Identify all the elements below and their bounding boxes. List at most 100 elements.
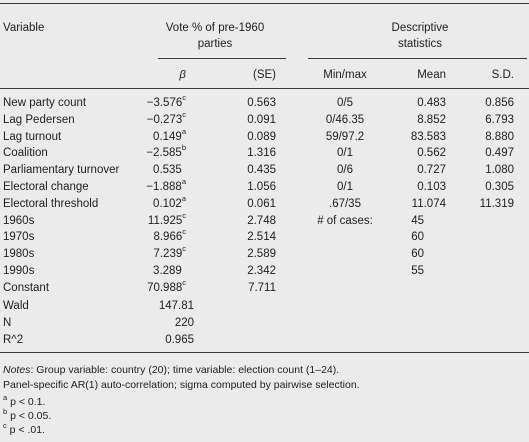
row-minmax: .67/35 <box>329 198 361 210</box>
row-minmax: 0/46.35 <box>325 114 365 126</box>
table-notes: Notes: Group variable: country (20); tim… <box>3 363 360 393</box>
row-beta: −3.576c <box>120 93 186 110</box>
row-se: 0.563 <box>247 97 276 109</box>
row-beta-value: 7.239 <box>153 248 183 260</box>
row-minmax: 0/1 <box>337 147 353 159</box>
row-se: 0.089 <box>247 131 276 143</box>
row-label: 1980s <box>3 248 35 260</box>
footnote-mark: a <box>3 392 8 402</box>
row-label: Parliamentary turnover <box>3 164 120 176</box>
significance-mark: c <box>182 211 186 221</box>
footnote-text: p < 0.05. <box>7 410 52 422</box>
row-beta-value: −3.576 <box>146 97 183 109</box>
row-sd: 11.319 <box>479 198 514 210</box>
row-beta-value: 11.925 <box>147 215 183 227</box>
significance-mark: b <box>181 143 186 153</box>
row-se: 2.748 <box>247 215 276 227</box>
significance-mark: a <box>181 177 186 187</box>
header-beta: β <box>179 69 186 81</box>
row-beta: 70.988c <box>120 278 186 295</box>
notes-line2: Panel-specific AR(1) auto-correlation; s… <box>3 379 360 391</box>
row-se: 2.342 <box>247 265 276 277</box>
row-mean: 83.583 <box>410 131 446 143</box>
row-beta: 0.102a <box>120 194 186 211</box>
row-beta: −0.273c <box>120 110 186 127</box>
row-mean: 0.727 <box>417 164 446 176</box>
row-label: 1960s <box>3 215 35 227</box>
row-beta-value: 0.149 <box>153 131 182 143</box>
row-label: New party count <box>3 97 87 109</box>
notes-line1-text: : Group variable: country (20); time var… <box>30 364 340 376</box>
row-beta: 11.925c <box>120 211 186 228</box>
row-sd: 6.793 <box>485 114 514 126</box>
row-se: 7.711 <box>248 282 276 294</box>
row-beta-value: −0.273 <box>146 114 183 126</box>
row-sd: 1.080 <box>485 164 514 176</box>
row-mean: 60 <box>411 231 424 243</box>
row-minmax: # of cases: <box>317 215 373 227</box>
stat-value: 147.81 <box>158 300 194 312</box>
row-beta: 8.966c <box>120 227 186 244</box>
stat-value: 0.965 <box>165 334 194 346</box>
row-label: Constant <box>3 282 50 294</box>
row-label: 1970s <box>3 231 35 243</box>
footnote: b p < 0.05. <box>3 406 52 423</box>
header-group-line2: parties <box>197 38 233 50</box>
group-rule-vote <box>158 58 286 59</box>
row-label: 1990s <box>3 265 35 277</box>
significance-mark: c <box>182 227 186 237</box>
header-desc-line2: statistics <box>397 38 443 50</box>
bottom-rule <box>0 352 529 353</box>
notes-line1: Notes: Group variable: country (20); tim… <box>3 363 360 378</box>
row-se: 2.514 <box>247 231 276 243</box>
header-desc-line1: Descriptive <box>391 22 449 34</box>
row-minmax: 0/5 <box>337 97 353 109</box>
header-sd: S.D. <box>491 69 514 81</box>
significance-mark: c <box>182 93 186 103</box>
row-beta-value: 3.289 <box>153 265 182 277</box>
row-sd: 0.856 <box>485 97 514 109</box>
row-label: Electoral threshold <box>3 198 99 210</box>
stat-label: N <box>3 317 12 329</box>
footnote: c p < .01. <box>3 421 45 437</box>
footnote-text: p < .01. <box>6 424 45 436</box>
header-group-line1: Vote % of pre-1960 <box>165 22 265 34</box>
footnote-mark: b <box>3 406 8 416</box>
header-variable: Variable <box>3 22 45 34</box>
significance-mark: c <box>182 244 186 254</box>
row-mean: 8.852 <box>417 114 446 126</box>
significance-mark: c <box>182 278 186 288</box>
footnote: a p < 0.1. <box>3 392 46 409</box>
header-se: (SE) <box>253 69 276 81</box>
row-minmax: 0/1 <box>337 181 353 193</box>
header-rule <box>0 88 529 89</box>
header-mean: Mean <box>417 69 446 81</box>
row-beta-value: −1.888 <box>146 181 182 193</box>
row-sd: 0.305 <box>485 181 514 193</box>
row-beta: 7.239c <box>120 244 186 261</box>
row-label: Electoral change <box>3 181 89 193</box>
notes-label: Notes <box>3 364 31 376</box>
row-beta-value: 70.988 <box>147 282 183 294</box>
row-minmax: 59/97.2 <box>325 131 365 143</box>
row-beta-value: 8.966 <box>153 231 183 243</box>
row-beta-value: 0.102 <box>153 198 182 210</box>
row-label: Coalition <box>3 147 48 159</box>
row-beta: 0.535a <box>120 163 186 177</box>
stat-value: 220 <box>174 317 194 329</box>
row-beta: −1.888a <box>120 177 186 194</box>
row-mean: 0.562 <box>417 147 446 159</box>
row-mean: 11.074 <box>411 198 446 210</box>
row-mean: 45 <box>411 215 424 227</box>
row-se: 0.091 <box>247 114 276 126</box>
row-se: 1.056 <box>247 181 276 193</box>
significance-mark: c <box>182 110 186 120</box>
row-sd: 0.497 <box>485 147 514 159</box>
row-sd: 8.880 <box>485 131 514 143</box>
significance-mark: a <box>181 194 186 204</box>
row-se: 0.435 <box>247 164 276 176</box>
row-se: 0.061 <box>247 198 276 210</box>
row-beta: 3.289a <box>120 264 186 278</box>
footnote-text: p < 0.1. <box>7 396 46 408</box>
significance-mark: a <box>181 127 186 137</box>
